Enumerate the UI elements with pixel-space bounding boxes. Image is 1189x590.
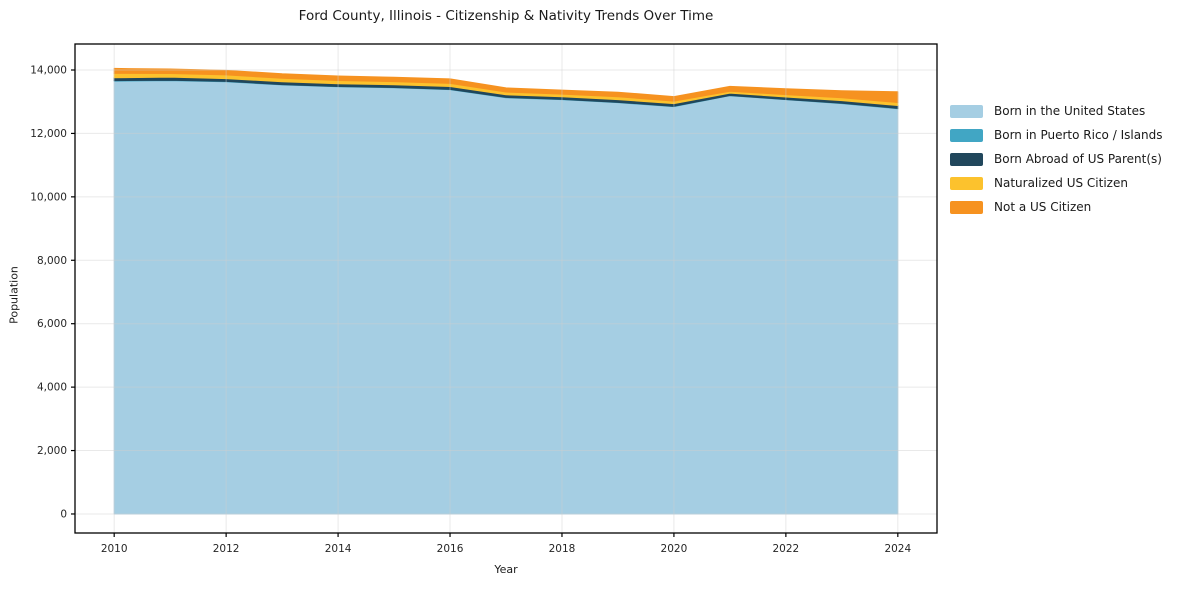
legend-swatch-born-in-puerto-rico-islands (950, 128, 983, 142)
chart-title: Ford County, Illinois - Citizenship & Na… (298, 8, 714, 24)
x-tick-label: 2014 (325, 543, 352, 555)
legend-label: Not a US Citizen (994, 200, 1092, 214)
x-axis-label: Year (494, 563, 518, 576)
legend-item-born-abroad-of-us-parent-s: Born Abroad of US Parent(s) (950, 149, 1189, 169)
plot-border (74, 43, 938, 534)
y-axis-label: Population (7, 266, 21, 324)
y-tick-label: 14,000 (30, 65, 67, 77)
legend: Born in the United States Born in Puerto … (950, 101, 1189, 217)
y-tick-label: 4,000 (37, 382, 67, 394)
x-tick-label: 2024 (884, 543, 911, 555)
legend-item-born-in-puerto-rico-islands: Born in Puerto Rico / Islands (950, 125, 1189, 145)
x-tick-label: 2022 (773, 543, 800, 555)
y-tick-label: 2,000 (37, 445, 67, 457)
y-tick-label: 8,000 (37, 255, 67, 267)
legend-swatch-naturalized-us-citizen (950, 176, 983, 190)
legend-swatch-born-in-the-united-states (950, 104, 983, 118)
x-tick-label: 2012 (213, 543, 240, 555)
y-tick-label: 12,000 (30, 128, 67, 140)
legend-item-not-a-us-citizen: Not a US Citizen (950, 197, 1189, 217)
area-not-a-us-citizen (113, 67, 899, 104)
legend-item-naturalized-us-citizen: Naturalized US Citizen (950, 173, 1189, 193)
y-tick-label: 6,000 (37, 318, 67, 330)
legend-label: Born Abroad of US Parent(s) (994, 152, 1162, 166)
legend-swatch-not-a-us-citizen (950, 200, 983, 214)
legend-swatch-born-abroad-of-us-parent-s (950, 152, 983, 166)
y-tick-label: 10,000 (30, 191, 67, 203)
x-tick-label: 2016 (437, 543, 464, 555)
area-born-in-the-united-states (113, 80, 899, 515)
legend-label: Born in Puerto Rico / Islands (994, 128, 1163, 142)
legend-item-born-in-the-united-states: Born in the United States (950, 101, 1189, 121)
x-tick-label: 2018 (549, 543, 576, 555)
x-tick-label: 2010 (101, 543, 128, 555)
y-tick-label: 0 (60, 508, 67, 520)
x-tick-label: 2020 (661, 543, 688, 555)
legend-label: Naturalized US Citizen (994, 176, 1128, 190)
legend-label: Born in the United States (994, 104, 1146, 118)
